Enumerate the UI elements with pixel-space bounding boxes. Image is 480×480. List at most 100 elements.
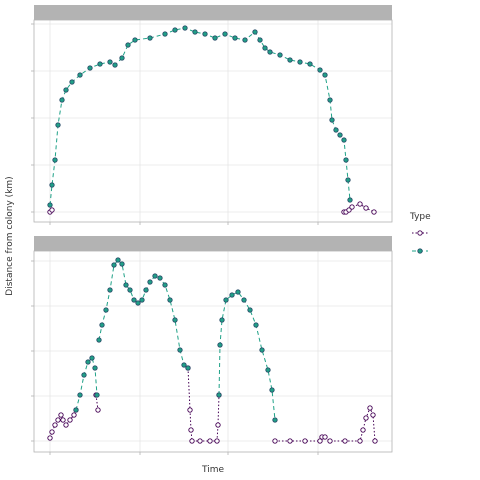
data-point bbox=[107, 287, 113, 293]
data-point bbox=[95, 407, 101, 413]
data-point bbox=[257, 37, 263, 43]
data-point bbox=[123, 282, 129, 288]
data-point bbox=[162, 31, 168, 37]
data-point bbox=[47, 435, 53, 441]
data-point bbox=[89, 355, 95, 361]
legend-marker bbox=[417, 248, 423, 254]
x-axis-label: Time bbox=[201, 465, 224, 475]
data-point bbox=[157, 275, 163, 281]
data-point bbox=[127, 287, 133, 293]
data-point bbox=[215, 422, 221, 428]
data-point bbox=[297, 59, 303, 65]
data-point bbox=[58, 412, 64, 418]
data-point bbox=[349, 204, 355, 210]
data-point bbox=[317, 67, 323, 73]
legend-marker bbox=[417, 230, 423, 236]
data-point bbox=[219, 317, 225, 323]
data-point bbox=[119, 55, 125, 61]
data-point bbox=[152, 273, 158, 279]
data-point bbox=[55, 417, 61, 423]
data-point bbox=[125, 42, 131, 48]
data-point bbox=[107, 59, 113, 65]
data-point bbox=[307, 61, 313, 67]
data-point bbox=[47, 202, 53, 208]
data-point bbox=[87, 65, 93, 71]
data-point bbox=[49, 207, 55, 213]
data-point bbox=[247, 307, 253, 313]
data-point bbox=[217, 342, 223, 348]
data-point bbox=[94, 392, 100, 398]
data-point bbox=[55, 122, 61, 128]
data-point bbox=[202, 31, 208, 37]
data-point bbox=[252, 29, 258, 35]
data-point bbox=[131, 297, 137, 303]
panel-border bbox=[33, 250, 393, 453]
data-point bbox=[322, 72, 328, 78]
data-point bbox=[172, 317, 178, 323]
data-point bbox=[81, 372, 87, 378]
facet-strip bbox=[34, 236, 392, 251]
data-point bbox=[229, 292, 235, 298]
data-point bbox=[262, 45, 268, 51]
data-point bbox=[162, 282, 168, 288]
data-point bbox=[49, 182, 55, 188]
data-point bbox=[272, 417, 278, 423]
data-point bbox=[135, 300, 141, 306]
data-point bbox=[52, 157, 58, 163]
data-point bbox=[167, 297, 173, 303]
data-point bbox=[139, 297, 145, 303]
data-point bbox=[363, 415, 369, 421]
data-point bbox=[187, 407, 193, 413]
data-point bbox=[177, 347, 183, 353]
data-point bbox=[277, 52, 283, 58]
data-point bbox=[69, 79, 75, 85]
facet-strip bbox=[34, 5, 392, 20]
data-point bbox=[346, 207, 352, 213]
data-point bbox=[371, 209, 377, 215]
data-point bbox=[357, 201, 363, 207]
data-point bbox=[207, 438, 213, 444]
data-point bbox=[372, 438, 378, 444]
legend-title: Type bbox=[409, 212, 431, 222]
data-point bbox=[322, 434, 328, 440]
data-point bbox=[99, 322, 105, 328]
data-point bbox=[222, 31, 228, 37]
data-point bbox=[132, 37, 138, 43]
data-point bbox=[52, 422, 58, 428]
data-point bbox=[347, 197, 353, 203]
data-point bbox=[363, 205, 369, 211]
data-point bbox=[317, 438, 323, 444]
data-point bbox=[259, 347, 265, 353]
data-point bbox=[370, 412, 376, 418]
data-point bbox=[327, 438, 333, 444]
data-point bbox=[77, 392, 83, 398]
data-point bbox=[327, 97, 333, 103]
data-point bbox=[345, 177, 351, 183]
data-point bbox=[71, 412, 77, 418]
data-point bbox=[341, 137, 347, 143]
data-point bbox=[192, 29, 198, 35]
data-point bbox=[112, 62, 118, 68]
data-point bbox=[223, 297, 229, 303]
data-point bbox=[329, 117, 335, 123]
data-point bbox=[287, 57, 293, 63]
data-point bbox=[342, 438, 348, 444]
data-point bbox=[253, 322, 259, 328]
data-point bbox=[147, 279, 153, 285]
data-point bbox=[147, 35, 153, 41]
data-point bbox=[367, 405, 373, 411]
data-point bbox=[212, 35, 218, 41]
data-point bbox=[232, 35, 238, 41]
panel-border bbox=[33, 19, 393, 223]
data-point bbox=[103, 307, 109, 313]
data-point bbox=[235, 289, 241, 295]
data-point bbox=[63, 87, 69, 93]
data-point bbox=[197, 438, 203, 444]
data-point bbox=[265, 367, 271, 373]
data-point bbox=[172, 27, 178, 33]
data-point bbox=[181, 362, 187, 368]
y-axis-label: Distance from colony (km) bbox=[5, 176, 15, 295]
data-point bbox=[241, 297, 247, 303]
